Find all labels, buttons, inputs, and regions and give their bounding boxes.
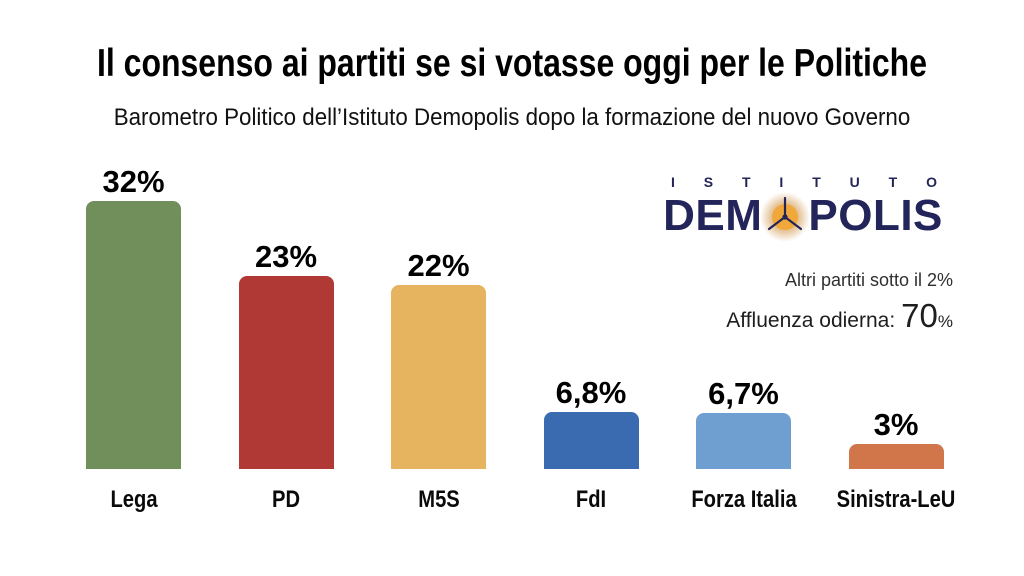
bar-value-label: 6,7% bbox=[708, 375, 779, 411]
bar-group-pd: 23% PD bbox=[238, 241, 334, 512]
turnout-percent-sign: % bbox=[937, 312, 953, 331]
other-parties-note: Altri partiti sotto il 2% bbox=[784, 270, 953, 290]
demopolis-emblem-icon bbox=[759, 191, 811, 243]
turnout-label: Affluenza odierna: bbox=[726, 309, 896, 332]
bar-category-label: FdI bbox=[575, 486, 607, 513]
logo-istituto-letter: T bbox=[888, 174, 898, 190]
logo-istituto-letter: T bbox=[812, 174, 821, 190]
logo-text-polis: POLIS bbox=[808, 191, 943, 240]
logo-istituto-letter: O bbox=[926, 174, 937, 190]
bar bbox=[86, 200, 181, 469]
chart-title: Il consenso ai partiti se si votasse ogg… bbox=[97, 42, 927, 85]
turnout-value: 70 bbox=[901, 297, 938, 334]
turnout-note: Affluenza odierna: 70 % bbox=[726, 297, 953, 335]
logo-istituto-letter: T bbox=[741, 174, 751, 190]
bar-value-label: 32% bbox=[102, 163, 165, 199]
logo-istituto-letter: I bbox=[671, 174, 675, 190]
logo-text-dem: DEM bbox=[663, 191, 763, 240]
bar-group-forza-italia: 6,7% Forza Italia bbox=[691, 378, 796, 512]
bar-value-label: 22% bbox=[407, 247, 470, 283]
logo-demopolis-text: DEM bbox=[663, 190, 943, 242]
bar-group-m5s: 22% M5S bbox=[391, 250, 486, 512]
bar-category-label: PD bbox=[271, 486, 301, 513]
demopolis-logo: I S T I T U T O DEM bbox=[663, 175, 943, 242]
bar bbox=[238, 276, 334, 469]
bar-group-lega: 32% Lega bbox=[86, 166, 181, 512]
bar bbox=[543, 412, 639, 469]
chart-subtitle: Barometro Politico dell’Istituto Demopol… bbox=[113, 104, 911, 131]
bar-value-label: 3% bbox=[873, 406, 919, 442]
bar-group-fdi: 6,8% FdI bbox=[543, 377, 639, 512]
bar-category-label: M5S bbox=[417, 486, 460, 513]
logo-istituto-letter: U bbox=[849, 174, 860, 190]
bar-value-label: 23% bbox=[254, 239, 318, 275]
bar-category-label: Lega bbox=[109, 486, 158, 513]
logo-istituto-letter: I bbox=[779, 174, 784, 190]
bar bbox=[391, 284, 486, 469]
bar bbox=[696, 412, 791, 469]
bar-category-label: Forza Italia bbox=[690, 486, 797, 513]
bar-group-sinistra-leu: 3% Sinistra-LeU bbox=[837, 409, 956, 512]
bar-category-label: Sinistra-LeU bbox=[836, 486, 956, 513]
bar-value-label: 6,8% bbox=[555, 375, 627, 410]
bar bbox=[848, 443, 944, 469]
logo-istituto-letter: S bbox=[703, 174, 714, 190]
